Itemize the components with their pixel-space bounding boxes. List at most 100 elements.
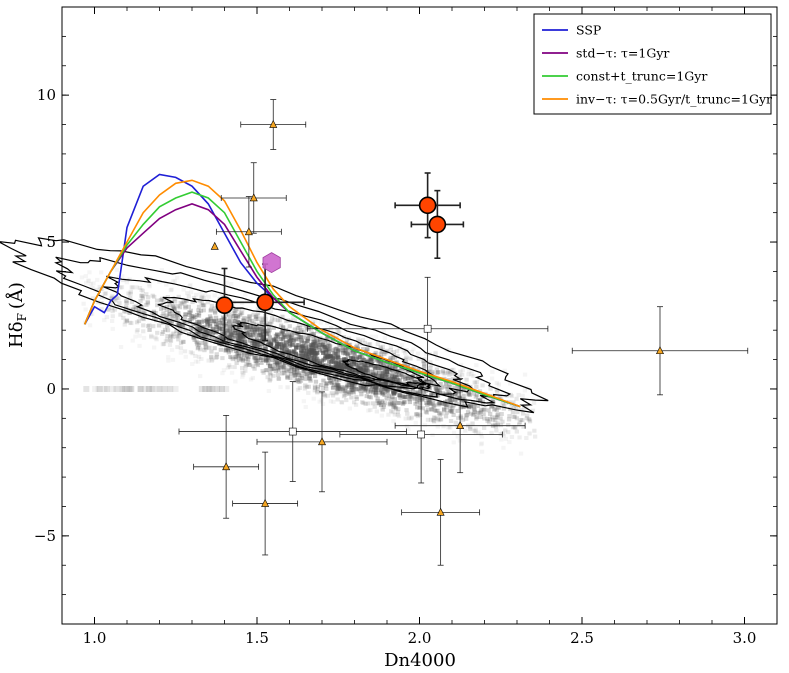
density-cell xyxy=(365,347,370,352)
density-cell xyxy=(267,363,272,368)
density-cell xyxy=(263,368,269,372)
density-cell xyxy=(315,350,320,355)
density-cell xyxy=(373,393,379,398)
x-tick-label: 1.5 xyxy=(245,629,269,647)
density-cell xyxy=(352,400,357,405)
density-cell xyxy=(292,355,297,360)
density-cell xyxy=(425,417,431,422)
density-cell xyxy=(174,329,179,334)
density-cell xyxy=(136,308,141,313)
density-cell xyxy=(364,372,369,377)
density-cell xyxy=(387,362,392,367)
density-cell xyxy=(268,377,273,382)
density-cell xyxy=(275,361,280,366)
density-cell xyxy=(130,285,135,290)
density-cell xyxy=(241,319,246,323)
density-cell xyxy=(229,282,234,286)
density-cell xyxy=(380,371,385,376)
density-cell xyxy=(203,329,208,334)
density-cell xyxy=(236,337,241,342)
density-cell xyxy=(346,378,351,383)
density-cell xyxy=(350,367,355,372)
density-cell xyxy=(152,316,157,320)
density-cell xyxy=(506,417,512,422)
density-cell xyxy=(476,430,481,435)
density-cell xyxy=(103,386,110,392)
density-cell xyxy=(252,344,257,349)
density-cell xyxy=(102,318,107,323)
density-cell xyxy=(237,344,242,349)
density-cell xyxy=(294,331,299,336)
density-cell xyxy=(490,403,495,408)
density-cell xyxy=(275,333,280,337)
density-cell xyxy=(199,320,204,324)
density-cell xyxy=(434,367,439,372)
density-cell xyxy=(466,405,472,410)
density-cell xyxy=(235,337,240,342)
contour-line xyxy=(157,296,442,389)
density-cell xyxy=(300,354,306,359)
density-cell xyxy=(471,404,476,409)
density-cell xyxy=(392,366,398,371)
density-cell xyxy=(149,335,154,340)
density-cell xyxy=(311,342,316,347)
density-cell xyxy=(318,340,323,345)
density-cell xyxy=(266,324,272,329)
density-cell xyxy=(194,326,200,331)
density-cell xyxy=(474,415,479,419)
density-cell xyxy=(373,385,379,390)
density-cell xyxy=(199,295,204,300)
density-cell xyxy=(280,329,285,334)
density-cell xyxy=(339,400,345,405)
density-cell xyxy=(197,299,203,304)
density-cell xyxy=(269,342,274,347)
density-cell xyxy=(171,304,176,309)
density-cell xyxy=(404,355,409,360)
density-cell xyxy=(239,339,244,344)
density-cell xyxy=(354,356,359,361)
density-cell xyxy=(259,336,264,341)
density-cell xyxy=(241,372,246,377)
density-cell xyxy=(416,356,421,361)
density-cell xyxy=(236,314,241,319)
density-cell xyxy=(524,436,529,440)
legend-label: const+t_trunc=1Gyr xyxy=(576,69,707,84)
density-cell xyxy=(388,381,394,386)
density-cell xyxy=(365,365,370,370)
density-cell xyxy=(377,400,382,405)
density-cell xyxy=(330,338,336,343)
density-cell xyxy=(313,360,318,365)
density-cell xyxy=(101,386,108,392)
density-cell xyxy=(238,334,243,339)
density-cell xyxy=(309,347,314,352)
density-cell xyxy=(299,328,304,332)
density-cell xyxy=(288,338,294,343)
density-cell xyxy=(271,373,276,378)
density-cell xyxy=(461,387,466,391)
density-cell xyxy=(520,393,525,398)
density-cell xyxy=(511,405,516,410)
density-cell xyxy=(301,346,306,351)
density-cell xyxy=(385,372,390,377)
density-cell xyxy=(407,392,412,397)
density-cell xyxy=(144,302,149,307)
density-cell xyxy=(227,328,232,333)
density-cell xyxy=(195,340,200,345)
density-cell xyxy=(415,405,420,410)
density-cell xyxy=(247,338,252,343)
density-cell xyxy=(293,352,299,357)
density-cell xyxy=(420,397,425,402)
density-cell xyxy=(365,368,370,373)
density-cell xyxy=(394,349,400,354)
density-cell xyxy=(234,351,240,356)
triangle-point xyxy=(318,437,326,446)
density-cell xyxy=(335,397,340,402)
density-cell xyxy=(282,365,287,370)
density-cell xyxy=(393,389,398,394)
density-cell xyxy=(298,335,303,340)
density-cell xyxy=(417,406,422,410)
density-cell xyxy=(383,350,388,354)
density-cell xyxy=(280,345,285,350)
density-cell xyxy=(242,353,247,357)
density-cell xyxy=(160,314,165,319)
